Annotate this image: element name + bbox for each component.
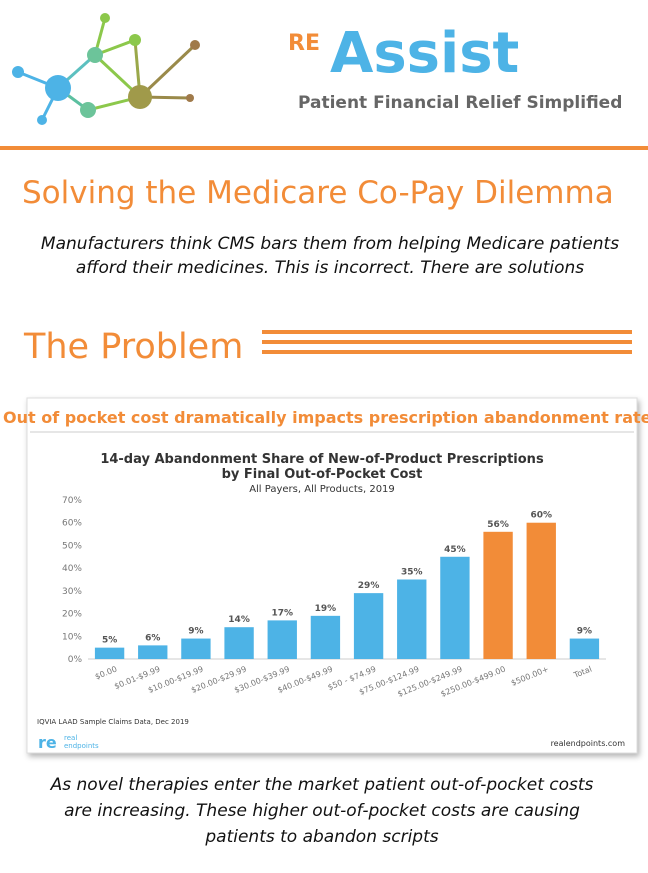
heading-rules	[262, 330, 632, 354]
logo-text: endpoints	[64, 742, 99, 750]
logo-mark: re	[38, 733, 57, 752]
intro-line: afford their medicines. This is incorrec…	[76, 258, 584, 278]
bar	[397, 579, 427, 659]
bar	[181, 638, 211, 659]
chart-subtitle: All Payers, All Products, 2019	[249, 484, 395, 495]
data-label: 60%	[530, 511, 552, 521]
brand: Assist	[330, 21, 519, 86]
header-rule	[0, 146, 648, 150]
bar	[483, 531, 513, 659]
brand-prefix: RE	[288, 31, 320, 56]
bar	[138, 645, 168, 659]
data-label: 9%	[577, 627, 592, 637]
data-label: 19%	[315, 604, 337, 614]
chart-source: IQVIA LAAD Sample Claims Data, Dec 2019	[37, 718, 189, 726]
footer-line: are increasing. These higher out-of-pock…	[64, 801, 580, 821]
bar	[526, 522, 556, 659]
bar	[353, 593, 384, 659]
y-tick-label: 60%	[62, 519, 82, 529]
page-title: Solving the Medicare Co-Pay Dilemma	[22, 175, 614, 211]
y-tick-label: 70%	[62, 496, 82, 506]
data-label: 9%	[188, 627, 203, 637]
section-heading: The Problem	[23, 327, 243, 367]
bar	[267, 620, 297, 659]
data-label: 45%	[444, 545, 466, 555]
y-tick-label: 50%	[62, 541, 82, 551]
data-label: 56%	[487, 520, 509, 530]
chart-title: by Final Out-of-Pocket Cost	[222, 467, 423, 482]
data-label: 6%	[145, 633, 160, 643]
data-label: 29%	[358, 581, 380, 591]
bar	[440, 556, 470, 659]
intro-line: Manufacturers think CMS bars them from h…	[41, 234, 619, 254]
bar	[224, 627, 254, 659]
y-tick-label: 30%	[62, 587, 82, 597]
bar	[569, 638, 600, 659]
logo-text: real	[64, 734, 77, 742]
bar	[94, 647, 125, 659]
data-label: 14%	[228, 615, 250, 625]
y-tick-label: 40%	[62, 564, 82, 574]
chart-banner: Out of pocket cost dramatically impacts …	[3, 408, 648, 427]
y-tick-label: 10%	[62, 632, 82, 642]
footer-line: As novel therapies enter the market pati…	[50, 775, 594, 795]
y-tick-label: 0%	[68, 655, 83, 665]
data-label: 17%	[271, 608, 293, 618]
footer-line: patients to abandon scripts	[204, 827, 438, 847]
data-label: 35%	[401, 568, 423, 578]
data-label: 5%	[102, 636, 117, 646]
y-tick-label: 20%	[62, 610, 82, 620]
chart-site: realendpoints.com	[551, 739, 626, 748]
tagline: Patient Financial Relief Simplified	[298, 93, 622, 113]
network-logo	[12, 13, 200, 125]
chart-title: 14-day Abandonment Share of New-of-Produ…	[100, 452, 544, 467]
bar	[310, 615, 341, 659]
